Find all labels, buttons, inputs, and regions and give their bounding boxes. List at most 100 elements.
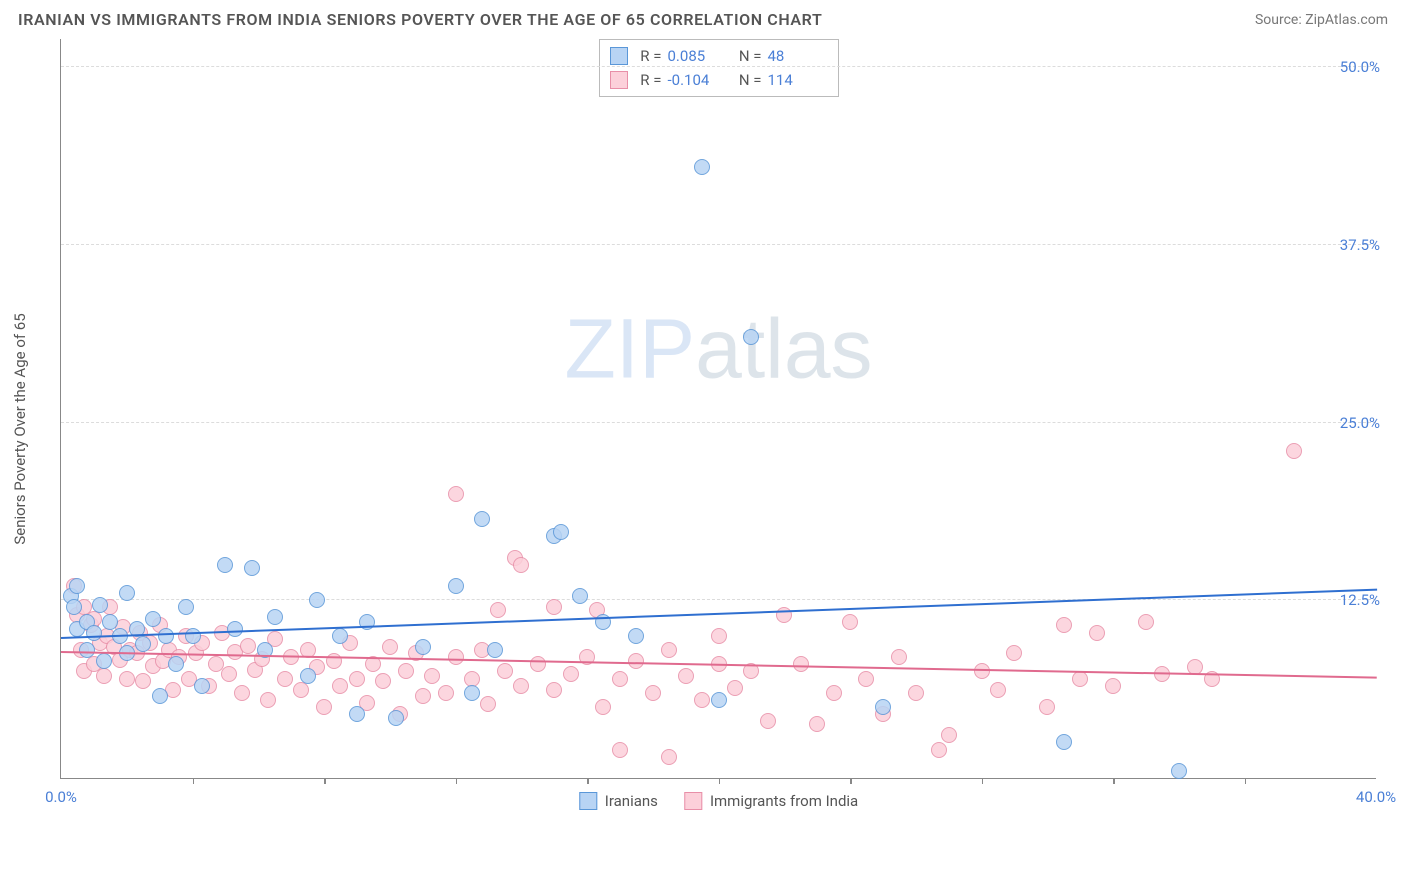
scatter-point — [178, 599, 194, 615]
legend-item-iranians: Iranians — [579, 792, 658, 810]
scatter-point — [448, 578, 464, 594]
scatter-point — [1056, 617, 1072, 633]
scatter-point — [438, 685, 454, 701]
x-max-label: 40.0% — [1356, 788, 1396, 806]
scatter-point — [86, 625, 102, 641]
watermark-bold: ZIP — [564, 302, 695, 396]
scatter-point — [553, 524, 569, 540]
scatter-point — [260, 692, 276, 708]
scatter-point — [678, 668, 694, 684]
scatter-point — [546, 599, 562, 615]
stats-row-iranians: R = 0.085 N = 48 — [610, 44, 828, 68]
scatter-point — [743, 329, 759, 345]
gridline — [61, 422, 1376, 423]
scatter-point — [448, 486, 464, 502]
y-tick-label: 50.0% — [1332, 58, 1380, 76]
swatch-iranians — [610, 47, 628, 65]
scatter-point — [102, 614, 118, 630]
scatter-point — [135, 673, 151, 689]
scatter-point — [158, 628, 174, 644]
x-min-label: 0.0% — [45, 788, 77, 806]
scatter-point — [809, 716, 825, 732]
scatter-point — [375, 673, 391, 689]
n-value-iranians: 48 — [768, 44, 828, 68]
swatch-india — [610, 71, 628, 89]
r-label: R = — [634, 68, 662, 92]
n-value-india: 114 — [768, 68, 828, 92]
scatter-point — [595, 699, 611, 715]
scatter-point — [1006, 645, 1022, 661]
scatter-point — [513, 678, 529, 694]
scatter-point — [332, 678, 348, 694]
scatter-point — [1171, 763, 1187, 779]
x-tick — [456, 778, 458, 784]
scatter-point — [572, 588, 588, 604]
scatter-point — [727, 680, 743, 696]
scatter-point — [79, 642, 95, 658]
gridline — [61, 599, 1376, 600]
scatter-plot: ZIPatlas R = 0.085 N = 48 R = -0.104 N =… — [60, 39, 1376, 779]
scatter-point — [398, 663, 414, 679]
scatter-point — [152, 688, 168, 704]
r-label: R = — [634, 44, 662, 68]
scatter-point — [194, 678, 210, 694]
scatter-point — [875, 699, 891, 715]
legend-swatch-iranians — [579, 792, 597, 810]
scatter-point — [563, 666, 579, 682]
legend: Iranians Immigrants from India — [579, 792, 858, 810]
n-label: N = — [734, 68, 762, 92]
scatter-point — [234, 685, 250, 701]
scatter-point — [546, 682, 562, 698]
scatter-point — [277, 671, 293, 687]
scatter-point — [474, 511, 490, 527]
scatter-point — [464, 685, 480, 701]
scatter-point — [891, 649, 907, 665]
scatter-point — [487, 642, 503, 658]
scatter-point — [96, 668, 112, 684]
x-tick — [324, 778, 326, 784]
scatter-point — [92, 597, 108, 613]
scatter-point — [388, 710, 404, 726]
watermark: ZIPatlas — [564, 301, 872, 398]
scatter-point — [612, 742, 628, 758]
scatter-point — [349, 671, 365, 687]
legend-label-india: Immigrants from India — [710, 792, 858, 810]
x-tick — [587, 778, 589, 784]
scatter-point — [908, 685, 924, 701]
x-tick — [850, 778, 852, 784]
scatter-point — [760, 713, 776, 729]
scatter-point — [1286, 443, 1302, 459]
scatter-point — [497, 663, 513, 679]
scatter-point — [424, 668, 440, 684]
scatter-point — [776, 607, 792, 623]
scatter-point — [1056, 734, 1072, 750]
scatter-point — [267, 609, 283, 625]
scatter-point — [69, 578, 85, 594]
scatter-point — [711, 692, 727, 708]
r-value-iranians: 0.085 — [668, 44, 728, 68]
scatter-point — [826, 685, 842, 701]
scatter-point — [168, 656, 184, 672]
scatter-point — [217, 557, 233, 573]
scatter-point — [628, 628, 644, 644]
scatter-point — [661, 642, 677, 658]
scatter-point — [185, 628, 201, 644]
scatter-point — [842, 614, 858, 630]
scatter-point — [227, 621, 243, 637]
x-tick — [719, 778, 721, 784]
r-value-india: -0.104 — [668, 68, 728, 92]
scatter-point — [645, 685, 661, 701]
scatter-point — [1039, 699, 1055, 715]
chart-area: Seniors Poverty Over the Age of 65 ZIPat… — [60, 39, 1376, 819]
legend-item-india: Immigrants from India — [684, 792, 858, 810]
scatter-point — [300, 668, 316, 684]
chart-title: IRANIAN VS IMMIGRANTS FROM INDIA SENIORS… — [18, 10, 822, 29]
source-label: Source: ZipAtlas.com — [1255, 12, 1388, 28]
watermark-thin: atlas — [695, 302, 872, 396]
scatter-point — [332, 628, 348, 644]
scatter-point — [309, 592, 325, 608]
scatter-point — [612, 671, 628, 687]
n-label: N = — [734, 44, 762, 68]
legend-label-iranians: Iranians — [605, 792, 658, 810]
scatter-point — [974, 663, 990, 679]
